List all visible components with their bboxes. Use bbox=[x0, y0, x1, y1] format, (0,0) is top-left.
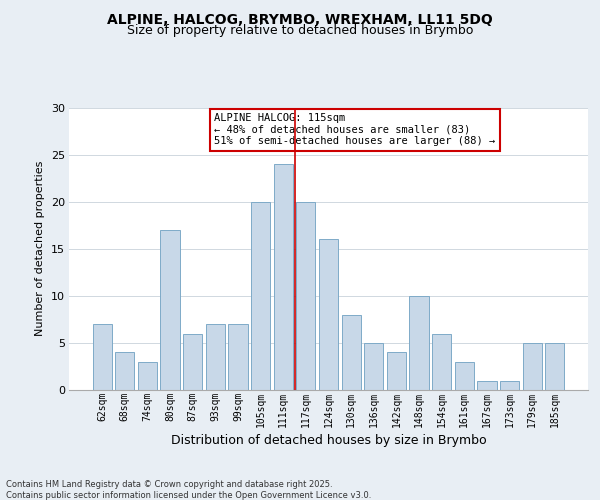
Y-axis label: Number of detached properties: Number of detached properties bbox=[35, 161, 45, 336]
Bar bbox=[455, 362, 474, 390]
Bar bbox=[138, 362, 157, 390]
Bar bbox=[251, 202, 270, 390]
Bar bbox=[341, 314, 361, 390]
Text: Contains HM Land Registry data © Crown copyright and database right 2025.
Contai: Contains HM Land Registry data © Crown c… bbox=[6, 480, 371, 500]
Bar bbox=[545, 343, 565, 390]
Text: ALPINE, HALCOG, BRYMBO, WREXHAM, LL11 5DQ: ALPINE, HALCOG, BRYMBO, WREXHAM, LL11 5D… bbox=[107, 12, 493, 26]
Bar bbox=[319, 240, 338, 390]
Bar bbox=[477, 380, 497, 390]
Text: ALPINE HALCOG: 115sqm
← 48% of detached houses are smaller (83)
51% of semi-deta: ALPINE HALCOG: 115sqm ← 48% of detached … bbox=[214, 113, 496, 146]
Bar bbox=[364, 343, 383, 390]
Bar bbox=[387, 352, 406, 390]
Bar bbox=[274, 164, 293, 390]
Bar bbox=[409, 296, 428, 390]
Bar bbox=[115, 352, 134, 390]
Bar bbox=[160, 230, 180, 390]
Bar bbox=[432, 334, 451, 390]
Bar bbox=[206, 324, 225, 390]
Bar bbox=[229, 324, 248, 390]
X-axis label: Distribution of detached houses by size in Brymbo: Distribution of detached houses by size … bbox=[170, 434, 487, 446]
Bar bbox=[500, 380, 519, 390]
Bar bbox=[183, 334, 202, 390]
Bar bbox=[92, 324, 112, 390]
Bar bbox=[523, 343, 542, 390]
Text: Size of property relative to detached houses in Brymbo: Size of property relative to detached ho… bbox=[127, 24, 473, 37]
Bar bbox=[296, 202, 316, 390]
